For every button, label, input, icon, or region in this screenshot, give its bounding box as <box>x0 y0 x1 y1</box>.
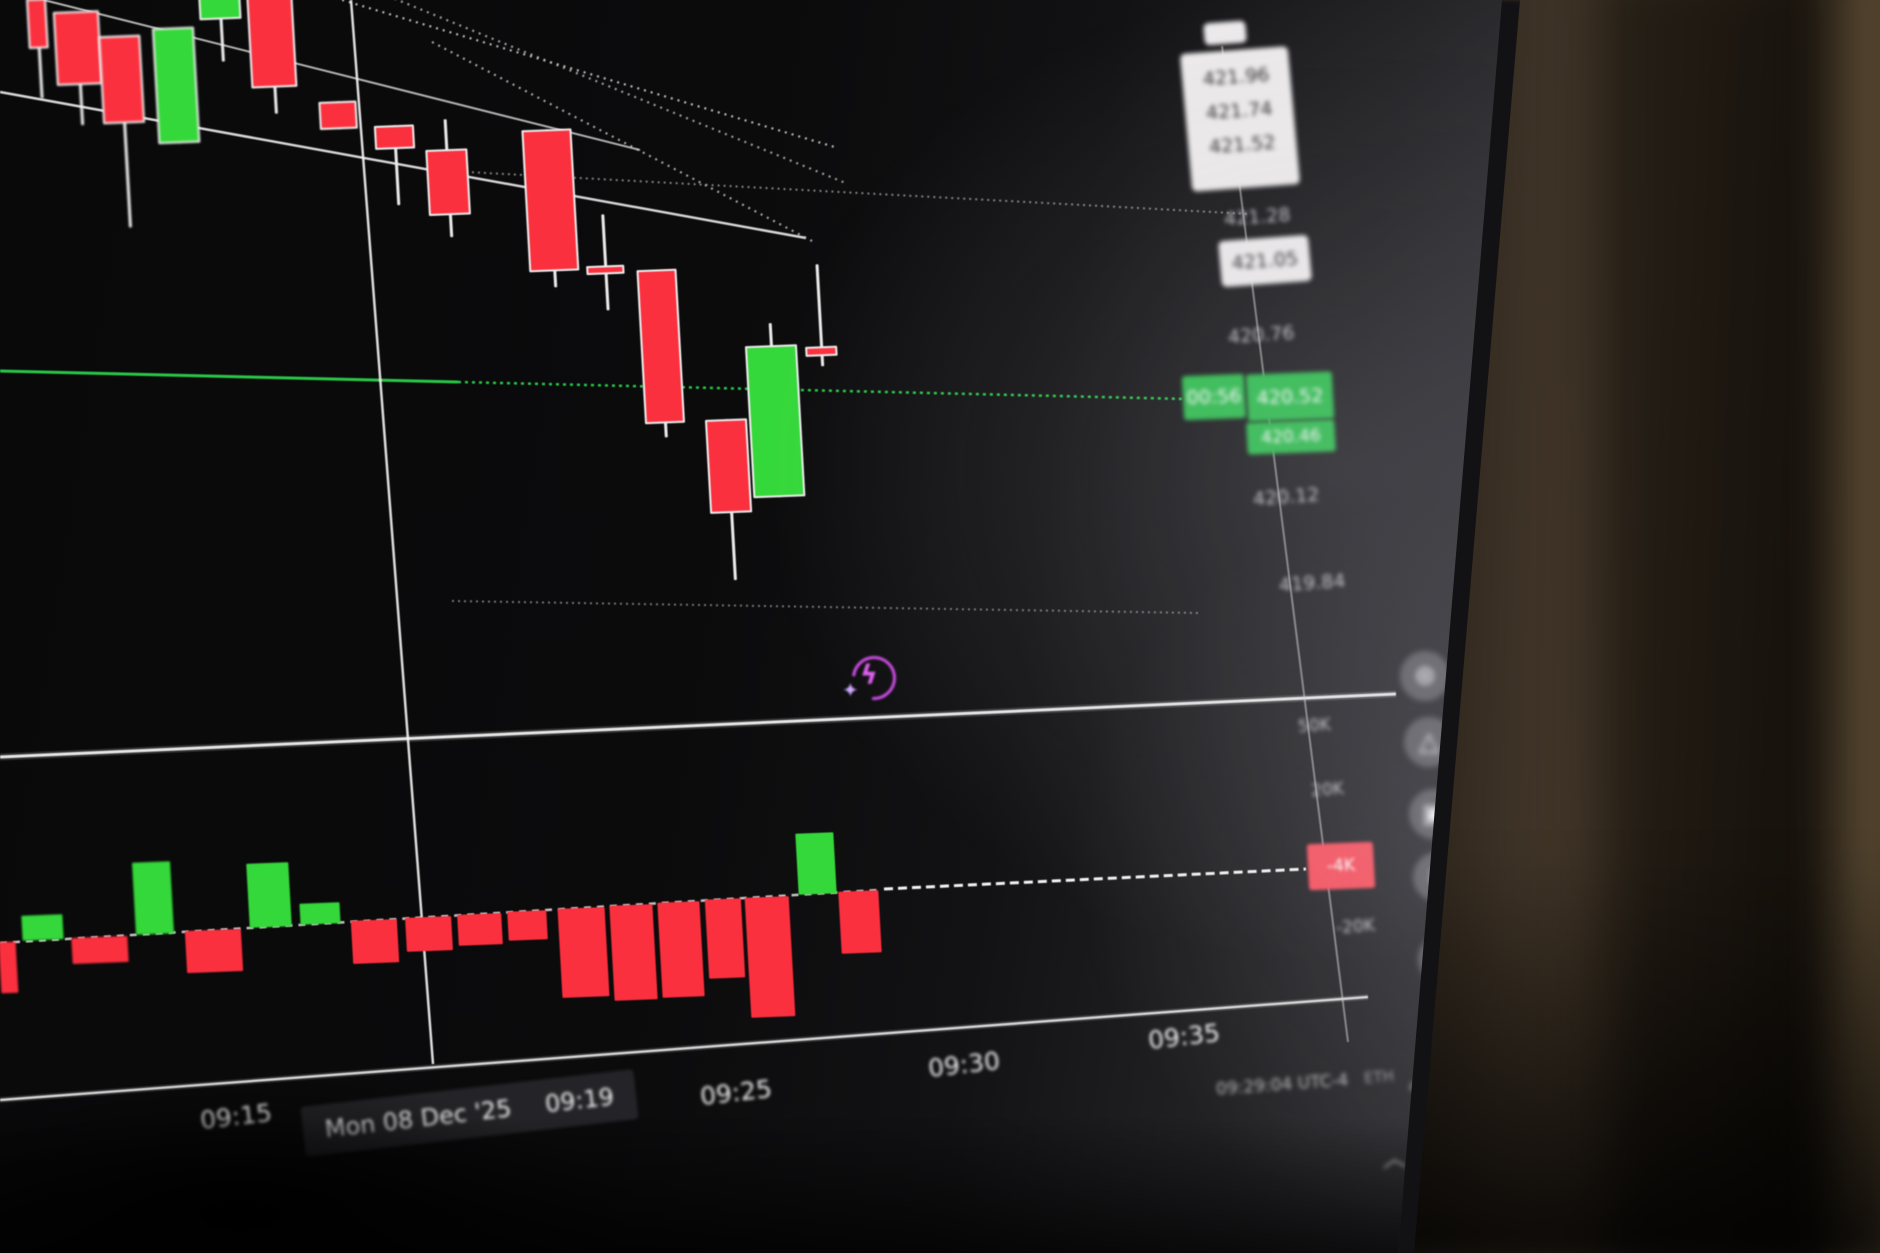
chart-line <box>457 380 1187 401</box>
candle-down <box>245 0 298 89</box>
room-bottom-shadow <box>1380 850 1880 1253</box>
chart-line <box>0 692 1397 759</box>
tooltip-time: 09:19 <box>543 1082 616 1119</box>
volume-bar <box>0 941 19 994</box>
volume-bar <box>795 832 837 895</box>
price-label: 421.52 <box>1208 131 1277 159</box>
chart-line <box>0 369 459 384</box>
ai-lightning-icon[interactable]: ϟ ✦ <box>842 647 905 709</box>
chart-line <box>349 0 435 1065</box>
candle-up <box>151 26 201 145</box>
candle-down <box>373 124 416 150</box>
volume-bar <box>350 919 400 964</box>
price-label-white: 421.05 <box>1218 234 1312 288</box>
chevron-up-icon[interactable]: ︿ <box>1381 1143 1408 1173</box>
chart-line <box>883 867 1307 891</box>
volume-scale-label: 50K <box>1297 714 1332 738</box>
lightning-bolt-icon: ϟ <box>860 660 878 691</box>
price-labels-box: 421.96 421.74 421.52 <box>1179 46 1301 192</box>
candle-down <box>586 264 625 276</box>
candle-down <box>52 10 103 87</box>
chart-line <box>429 169 1251 215</box>
candle-down <box>425 148 471 217</box>
volume-scale-label: -20K <box>1335 915 1376 939</box>
volume-bar <box>405 916 453 952</box>
candle-down <box>98 34 146 125</box>
sparkle-icon: ✦ <box>842 678 859 702</box>
volume-bar <box>246 862 292 928</box>
volume-bar <box>744 896 796 1018</box>
chart-line <box>387 0 849 186</box>
last-price-badge: 420.52 <box>1245 371 1335 422</box>
volume-bar <box>457 913 503 946</box>
candle-down <box>805 345 838 357</box>
volume-bar <box>507 910 548 941</box>
price-label-stub <box>1203 20 1247 46</box>
candle-down <box>704 418 753 514</box>
chart-line <box>1221 45 1349 1043</box>
volume-bar <box>21 914 64 941</box>
price-label: 420.76 <box>1227 321 1296 349</box>
chart-line <box>19 0 641 151</box>
volume-bar <box>704 898 746 979</box>
candle-up <box>197 0 242 21</box>
volume-bar <box>557 907 610 998</box>
volume-bar <box>131 861 175 935</box>
price-label: 419.84 <box>1278 569 1347 597</box>
volume-value-badge: -4K <box>1306 841 1376 891</box>
chart-line <box>451 600 1199 614</box>
tooltip-date: Mon 08 Dec '25 <box>323 1094 513 1144</box>
candle-down <box>318 100 358 131</box>
price-label: 421.28 <box>1223 203 1292 231</box>
price-label: 420.12 <box>1252 483 1321 511</box>
gear-icon[interactable]: ⊛ <box>1400 651 1450 701</box>
candle-down <box>636 268 686 425</box>
candle-up <box>744 344 806 499</box>
secondary-price-badge: 420.46 <box>1246 419 1336 455</box>
session-toggle[interactable]: ETH <box>1363 1066 1395 1088</box>
volume-bar <box>657 901 705 998</box>
volume-bar <box>838 890 882 954</box>
chart-line <box>321 0 839 150</box>
volume-bar <box>71 935 129 965</box>
volume-bar <box>609 904 658 1001</box>
chart-line <box>431 41 815 243</box>
countdown-badge: 00:56 <box>1181 373 1247 421</box>
candle-down <box>26 0 49 50</box>
volume-bar <box>299 902 341 925</box>
candle-down <box>521 128 580 273</box>
volume-bar <box>184 928 244 974</box>
volume-scale-label: 20K <box>1310 778 1345 802</box>
